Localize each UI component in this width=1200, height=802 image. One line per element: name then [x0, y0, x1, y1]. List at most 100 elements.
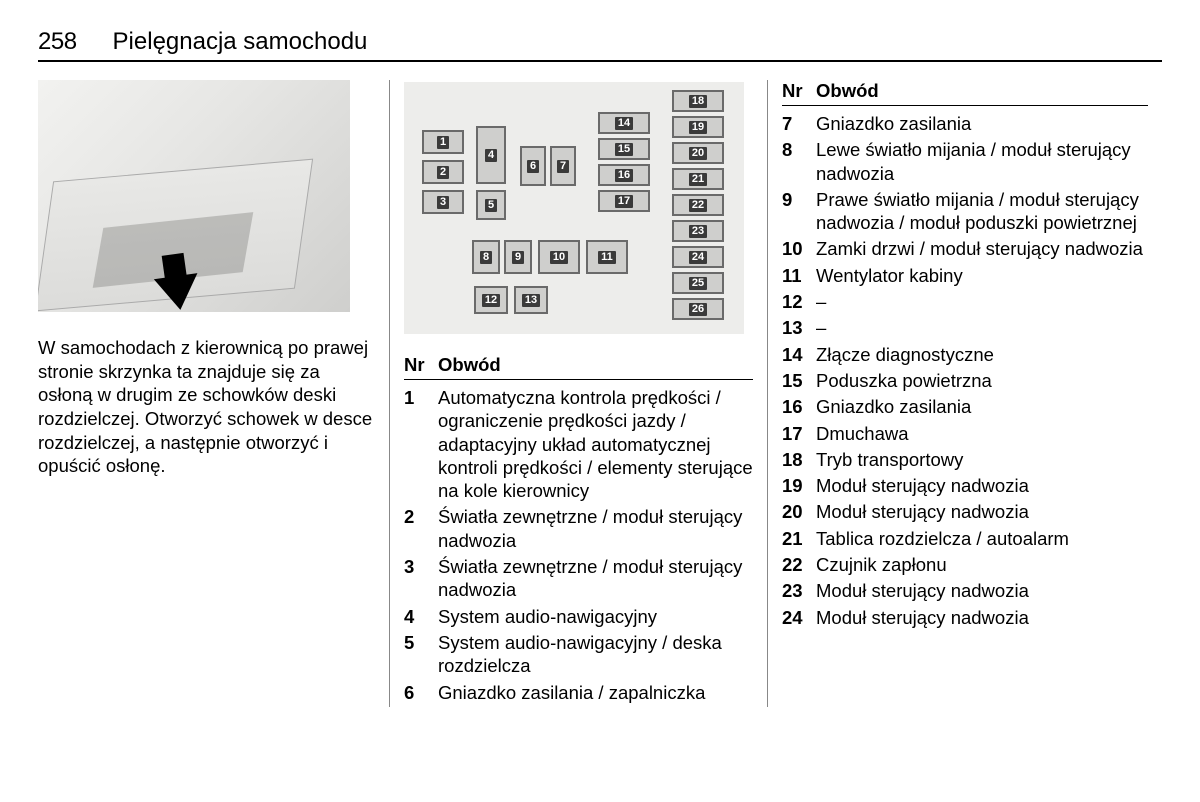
- fuse-block-number: 1: [437, 136, 449, 149]
- fuse-desc: Złącze diagnostyczne: [816, 343, 1148, 366]
- fuse-block: 15: [598, 138, 650, 160]
- fuse-desc: Moduł sterujący nadwozia: [816, 500, 1148, 523]
- fuse-block-number: 11: [598, 251, 616, 264]
- fuse-nr: 10: [782, 237, 816, 260]
- fuse-nr: 14: [782, 343, 816, 366]
- table-row: 11Wentylator kabiny: [782, 264, 1148, 287]
- fuse-block-number: 25: [689, 277, 707, 290]
- fuse-desc: Wentylator kabiny: [816, 264, 1148, 287]
- fuse-desc: Tryb transportowy: [816, 448, 1148, 471]
- content-columns: W samochodach z kierownicą po prawej str…: [38, 80, 1162, 707]
- fuse-nr: 20: [782, 500, 816, 523]
- table-row: 13–: [782, 316, 1148, 339]
- fuse-block-number: 22: [689, 199, 707, 212]
- fuse-block-number: 3: [437, 196, 449, 209]
- fuse-nr: 9: [782, 188, 816, 235]
- fuse-block-number: 6: [527, 160, 539, 173]
- table-row: 2Światła zewnętrzne / moduł sterujący na…: [404, 505, 753, 552]
- fuse-nr: 17: [782, 422, 816, 445]
- fuse-desc: Dmuchawa: [816, 422, 1148, 445]
- fuse-desc: Automatyczna kontrola prędkości / ograni…: [438, 386, 753, 502]
- fuse-desc: Moduł sterujący nadwozia: [816, 606, 1148, 629]
- fuse-block-number: 24: [689, 251, 707, 264]
- fuse-desc: Tablica rozdzielcza / autoalarm: [816, 527, 1148, 550]
- table-row: 10Zamki drzwi / moduł sterujący nadwozia: [782, 237, 1148, 260]
- fuse-desc: Gniazdko zasilania / zapalniczka: [438, 681, 753, 704]
- down-arrow-icon: [154, 273, 202, 312]
- table-row: 17Dmuchawa: [782, 422, 1148, 445]
- fuse-nr: 7: [782, 112, 816, 135]
- table-row: 23Moduł sterujący nadwozia: [782, 579, 1148, 602]
- fuse-block: 9: [504, 240, 532, 274]
- fuse-block: 1: [422, 130, 464, 154]
- fuse-block: 16: [598, 164, 650, 186]
- fuse-nr: 19: [782, 474, 816, 497]
- fuse-nr: 1: [404, 386, 438, 502]
- fuse-block-number: 19: [689, 121, 707, 134]
- fuse-block: 4: [476, 126, 506, 184]
- fuse-block-number: 10: [550, 251, 568, 264]
- fuse-block: 12: [474, 286, 508, 314]
- fuse-block-number: 18: [689, 95, 707, 108]
- fuse-nr: 2: [404, 505, 438, 552]
- fuse-block: 2: [422, 160, 464, 184]
- fuse-desc: Zamki drzwi / moduł sterujący nadwozia: [816, 237, 1148, 260]
- fuse-block: 24: [672, 246, 724, 268]
- fuse-block-number: 5: [485, 199, 497, 212]
- fuse-block-number: 9: [512, 251, 524, 264]
- fuse-block-number: 7: [557, 160, 569, 173]
- table-row: 7Gniazdko zasilania: [782, 112, 1148, 135]
- fuse-desc: –: [816, 290, 1148, 313]
- fuse-block: 8: [472, 240, 500, 274]
- fuse-block: 13: [514, 286, 548, 314]
- page-header: 258 Pielęgnacja samochodu: [38, 28, 1162, 62]
- table-row: 8Lewe światło mijania / moduł sterujący …: [782, 138, 1148, 185]
- table-row: 20Moduł sterujący nadwozia: [782, 500, 1148, 523]
- glovebox-illustration: [38, 80, 350, 312]
- table-header: Nr Obwód: [404, 354, 753, 380]
- fuse-diagram: 1234567891011121314151617181920212223242…: [404, 82, 744, 334]
- fuse-block: 10: [538, 240, 580, 274]
- fuse-nr: 4: [404, 605, 438, 628]
- fuse-table-col2: 1Automatyczna kontrola prędkości / ogran…: [404, 386, 753, 704]
- fuse-block: 3: [422, 190, 464, 214]
- header-nr: Nr: [782, 80, 816, 102]
- table-row: 4System audio-nawigacyjny: [404, 605, 753, 628]
- page-title: Pielęgnacja samochodu: [113, 28, 368, 56]
- fuse-table-col3: 7Gniazdko zasilania 8Lewe światło mijania…: [782, 112, 1148, 629]
- table-row: 14Złącze diagnostyczne: [782, 343, 1148, 366]
- fuse-block: 19: [672, 116, 724, 138]
- fuse-block: 14: [598, 112, 650, 134]
- column-2: 1234567891011121314151617181920212223242…: [390, 80, 768, 707]
- table-row: 3Światła zewnętrzne / moduł sterujący na…: [404, 555, 753, 602]
- fuse-desc: Światła zewnętrzne / moduł sterujący nad…: [438, 555, 753, 602]
- table-row: 5System audio-nawigacyjny / deska rozdzi…: [404, 631, 753, 678]
- fuse-desc: Prawe światło mijania / moduł sterujący …: [816, 188, 1148, 235]
- fuse-block: 5: [476, 190, 506, 220]
- fuse-nr: 18: [782, 448, 816, 471]
- fuse-desc: –: [816, 316, 1148, 339]
- fuse-block-number: 20: [689, 147, 707, 160]
- table-row: 24Moduł sterujący nadwozia: [782, 606, 1148, 629]
- fuse-nr: 21: [782, 527, 816, 550]
- fuse-nr: 16: [782, 395, 816, 418]
- header-obwod: Obwód: [816, 80, 879, 102]
- fuse-desc: Gniazdko zasilania: [816, 112, 1148, 135]
- table-row: 16Gniazdko zasilania: [782, 395, 1148, 418]
- fuse-block-number: 14: [615, 117, 633, 130]
- fuse-block-number: 17: [615, 195, 633, 208]
- fuse-block: 25: [672, 272, 724, 294]
- table-row: 9Prawe światło mijania / moduł sterujący…: [782, 188, 1148, 235]
- table-row: 21Tablica rozdzielcza / autoalarm: [782, 527, 1148, 550]
- fuse-block: 6: [520, 146, 546, 186]
- table-row: 18Tryb transportowy: [782, 448, 1148, 471]
- fuse-nr: 24: [782, 606, 816, 629]
- fuse-block-number: 15: [615, 143, 633, 156]
- fuse-nr: 12: [782, 290, 816, 313]
- table-row: 6Gniazdko zasilania / zapalniczka: [404, 681, 753, 704]
- fuse-block: 22: [672, 194, 724, 216]
- fuse-nr: 23: [782, 579, 816, 602]
- table-header: Nr Obwód: [782, 80, 1148, 106]
- fuse-block-number: 21: [689, 173, 707, 186]
- fuse-block-number: 4: [485, 149, 497, 162]
